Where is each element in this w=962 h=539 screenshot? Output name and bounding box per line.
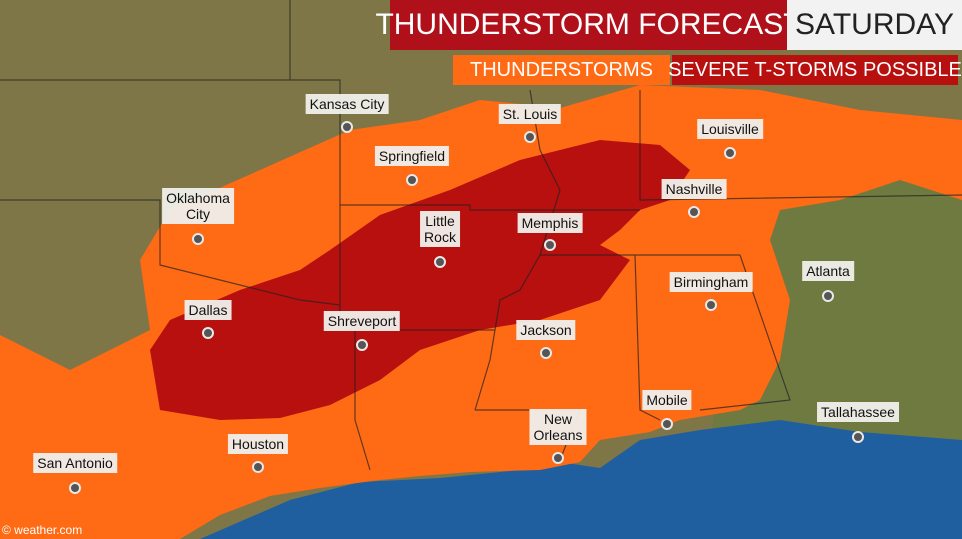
city-dot [724,147,736,159]
city-dot [69,482,81,494]
city-name: Orleans [533,427,583,443]
city-label: Mobile [642,390,692,410]
city-name: Rock [424,229,456,245]
city-name: St. Louis [502,106,558,122]
city-label: Birmingham [669,272,753,292]
city-name: San Antonio [37,455,113,471]
city-dot [552,452,564,464]
city-dot [661,418,673,430]
city-name: Little [425,213,455,229]
city-dot [852,431,864,443]
city-name: New [543,411,572,427]
legend-item: THUNDERSTORMS [453,55,670,85]
border [639,90,962,201]
city-name: Atlanta [806,263,850,279]
city-dot [822,290,834,302]
city-label: Little Rock [420,211,460,247]
ocean [200,420,962,539]
city-name: Louisville [701,121,759,137]
city-label: Atlanta [802,261,854,281]
city-dot [356,339,368,351]
city-label: Springfield [374,146,450,166]
city-label: San Antonio [33,453,117,473]
city-name: Oklahoma [166,190,230,206]
city-name: Memphis [521,215,579,231]
border [354,330,371,471]
border [699,254,791,411]
city-label: Memphis [517,213,583,233]
city-dot [406,174,418,186]
city-dot [688,206,700,218]
city-dot [252,461,264,473]
city-dot [524,131,536,143]
city-label: Louisville [697,119,763,139]
city-name: Nashville [665,181,723,197]
city-label: New Orleans [529,409,587,445]
title: THUNDERSTORM FORECAST [375,0,802,50]
legend-item: SEVERE T-STORMS POSSIBLE [668,55,962,85]
city-label: Nashville [661,179,727,199]
city-label: Dallas [184,300,232,320]
border [474,329,496,411]
city-name: Shreveport [327,313,397,329]
city-name: Birmingham [673,274,749,290]
city-label: Jackson [516,320,576,340]
city-name: Kansas City [309,96,385,112]
city-dot [434,256,446,268]
city-name: Springfield [378,148,446,164]
day: SATURDAY [787,0,962,50]
city-dot [540,347,552,359]
city-name: Jackson [520,322,572,338]
city-dot [341,121,353,133]
border [634,254,661,421]
city-label: St. Louis [498,104,562,124]
city-dot [544,239,556,251]
city-dot [705,299,717,311]
city-name: Tallahassee [821,404,895,420]
border [0,79,640,211]
city-name: Mobile [646,392,688,408]
city-label: Houston [227,434,289,454]
city-label: Kansas City [305,94,389,114]
city-dot [192,233,204,245]
city-label: Tallahassee [817,402,899,422]
border [0,199,341,306]
city-name: City [185,206,211,222]
city-name: Houston [231,436,285,452]
city-name: Dallas [188,302,228,318]
city-label: Shreveport [323,311,401,331]
city-label: Oklahoma City [162,188,234,224]
city-dot [202,327,214,339]
credit: © weather.com [2,523,83,537]
